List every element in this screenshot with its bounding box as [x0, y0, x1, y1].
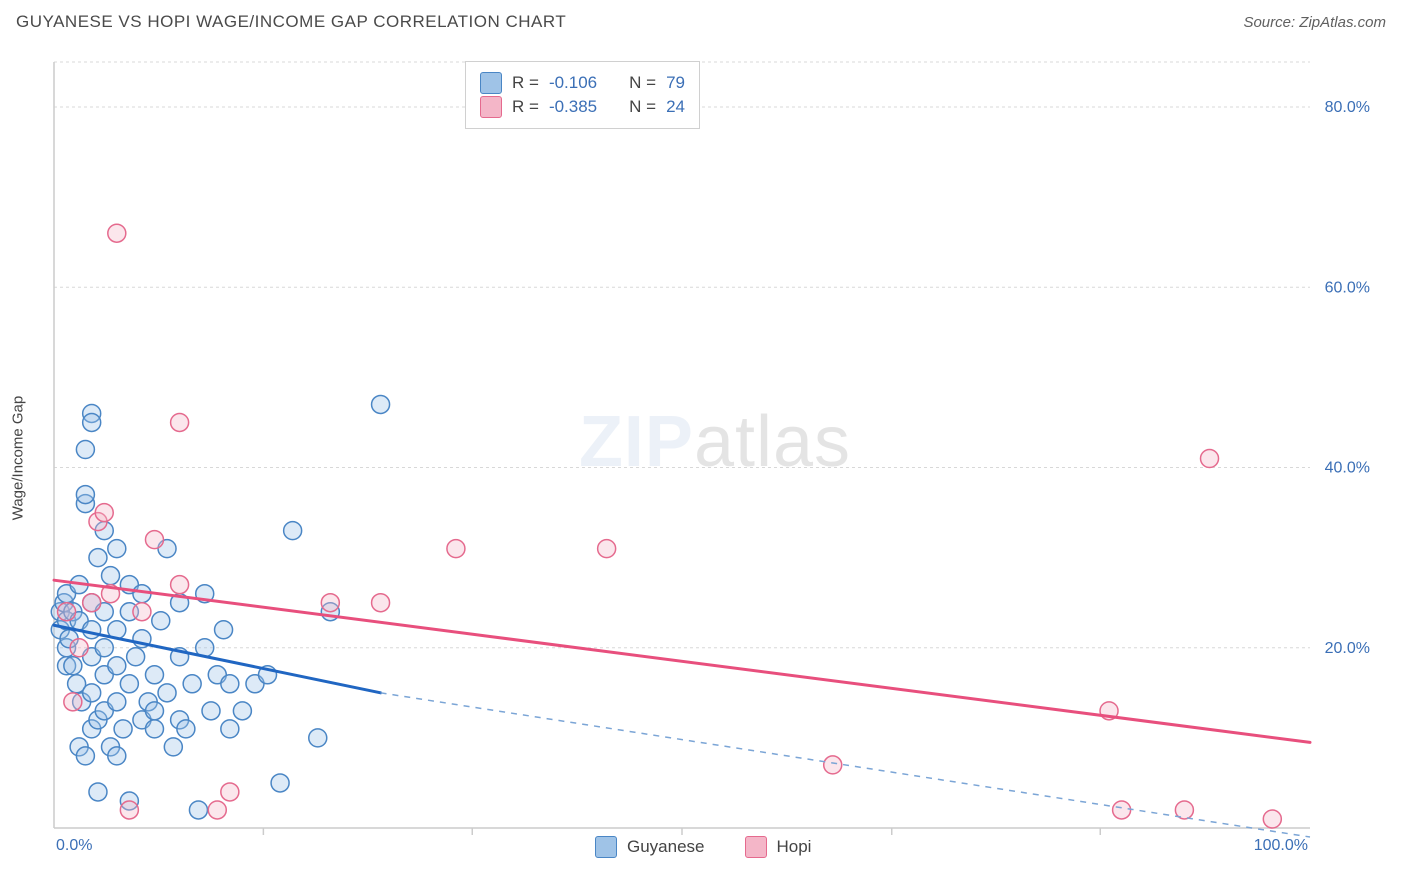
svg-text:20.0%: 20.0%	[1325, 640, 1370, 657]
series-legend: Guyanese Hopi	[595, 836, 811, 858]
legend-row-hopi: R = -0.385 N = 24	[480, 96, 685, 118]
scatter-plot: 20.0% 40.0% 60.0% 80.0% 0.0% 100.0%	[50, 58, 1380, 858]
correlation-legend: R = -0.106 N = 79 R = -0.385 N = 24	[465, 61, 700, 129]
source-attribution: Source: ZipAtlas.com	[1243, 14, 1386, 31]
swatch-hopi	[480, 96, 502, 118]
legend-item-hopi: Hopi	[745, 836, 812, 858]
svg-text:0.0%: 0.0%	[56, 837, 92, 854]
swatch-guyanese-bottom	[595, 836, 617, 858]
y-axis-label: Wage/Income Gap	[10, 396, 27, 521]
chart-area: Wage/Income Gap 20.0%40.0%60.0%80.0%0.0%…	[50, 58, 1380, 858]
legend-item-guyanese: Guyanese	[595, 836, 705, 858]
svg-text:40.0%: 40.0%	[1325, 460, 1370, 477]
svg-text:60.0%: 60.0%	[1325, 279, 1370, 296]
swatch-guyanese	[480, 72, 502, 94]
legend-row-guyanese: R = -0.106 N = 79	[480, 72, 685, 94]
chart-title: GUYANESE VS HOPI WAGE/INCOME GAP CORRELA…	[16, 12, 566, 32]
swatch-hopi-bottom	[745, 836, 767, 858]
svg-text:100.0%: 100.0%	[1254, 837, 1308, 854]
svg-text:80.0%: 80.0%	[1325, 99, 1370, 116]
